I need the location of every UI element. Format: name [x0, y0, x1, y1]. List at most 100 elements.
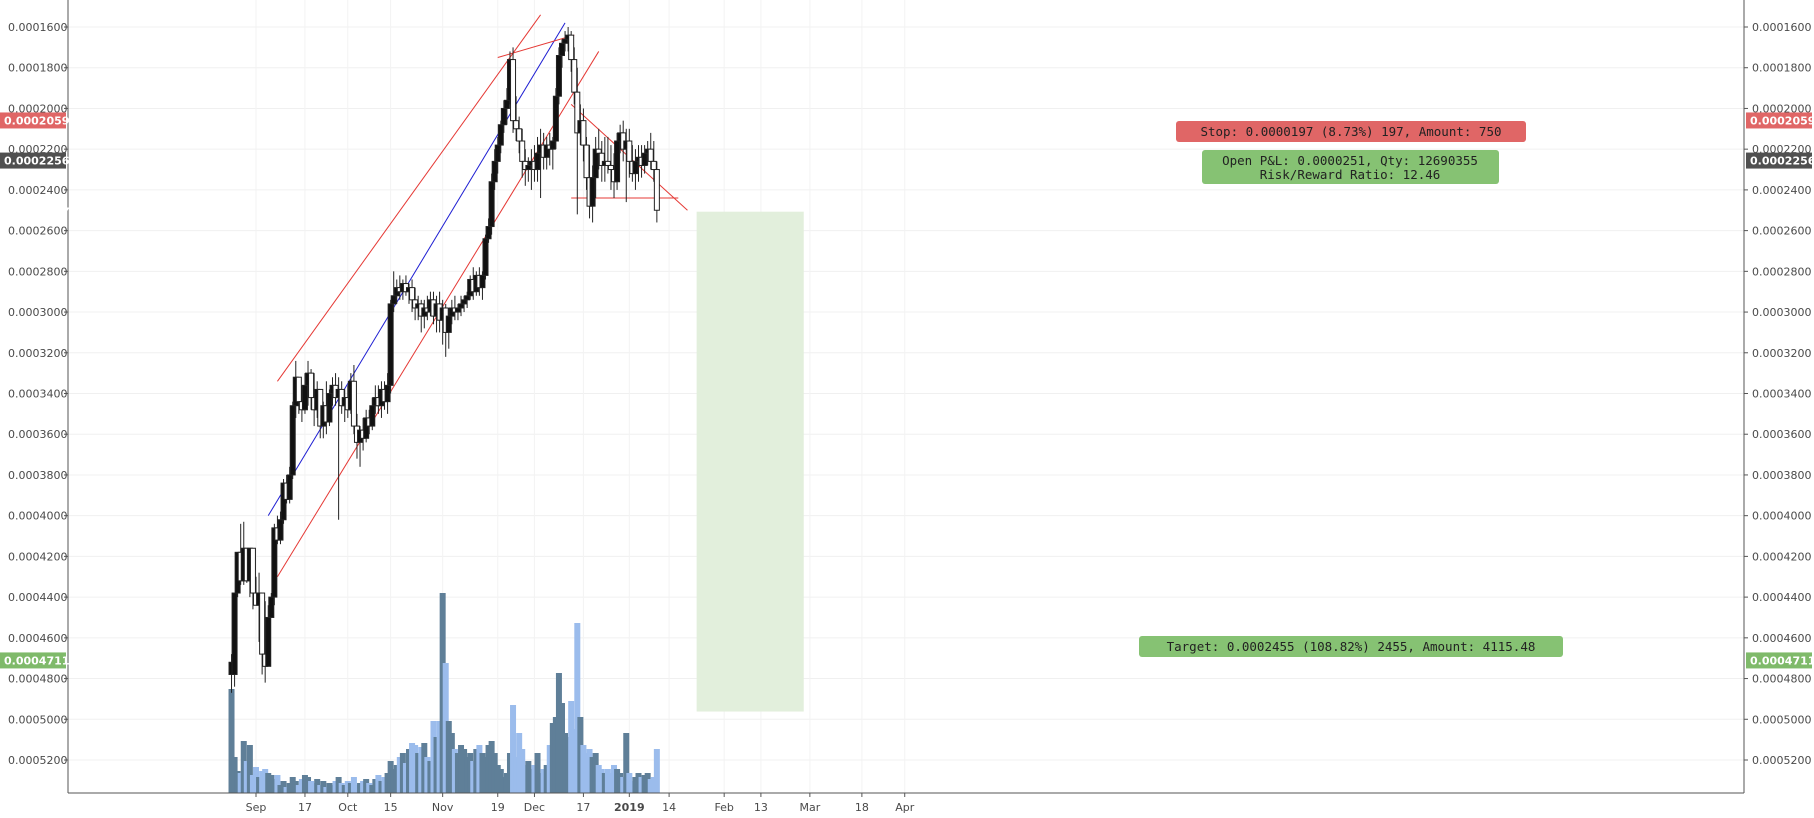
volume-bar [271, 779, 278, 793]
candle[interactable] [497, 120, 504, 154]
candle[interactable] [552, 88, 559, 150]
candle[interactable] [445, 307, 452, 349]
candle[interactable] [503, 88, 510, 125]
candle[interactable] [249, 547, 256, 610]
candle[interactable] [268, 593, 275, 618]
candle-body [482, 238, 489, 276]
candle[interactable] [494, 136, 501, 174]
y-axis-right[interactable]: 0.00016000.00018000.00020000.00022000.00… [1744, 21, 1812, 767]
candles [228, 27, 660, 693]
candle-body [387, 303, 394, 386]
candle[interactable] [653, 161, 660, 223]
trend-line[interactable] [277, 14, 541, 382]
candle-body [479, 274, 486, 289]
candle[interactable] [543, 136, 550, 170]
candle[interactable] [626, 128, 633, 178]
candle[interactable] [384, 373, 391, 414]
candle[interactable] [647, 132, 654, 170]
candle[interactable] [614, 132, 621, 190]
candle[interactable] [632, 149, 639, 190]
candle[interactable] [464, 291, 471, 308]
candle[interactable] [479, 271, 486, 300]
candle[interactable] [231, 592, 238, 687]
pnl-box[interactable]: Open P&L: 0.0000251, Qty: 12690355 Risk/… [1202, 150, 1499, 184]
stop-box[interactable]: Stop: 0.0000197 (8.73%) 197, Amount: 750 [1176, 121, 1526, 142]
candle[interactable] [641, 145, 648, 174]
candle[interactable] [454, 303, 461, 321]
candle[interactable] [571, 47, 578, 105]
candle[interactable] [461, 295, 468, 313]
candle[interactable] [525, 157, 532, 182]
candle[interactable] [491, 149, 498, 190]
volume-bar [399, 753, 406, 793]
candle[interactable] [488, 173, 495, 235]
candle[interactable] [482, 234, 489, 280]
candle[interactable] [534, 136, 541, 182]
candle[interactable] [568, 31, 575, 72]
candle-body [280, 482, 287, 521]
candle[interactable] [265, 605, 272, 667]
candle[interactable] [500, 100, 507, 133]
candle[interactable] [604, 136, 611, 174]
candle[interactable] [409, 279, 416, 313]
candle[interactable] [650, 141, 657, 182]
volume-bar [259, 771, 266, 793]
volume-bar [305, 777, 312, 793]
candle-body [519, 140, 526, 162]
volume-bar [433, 737, 440, 793]
candle[interactable] [562, 31, 569, 52]
candle[interactable] [574, 67, 581, 215]
candle[interactable] [607, 145, 614, 190]
target-box[interactable]: Target: 0.0002455 (108.82%) 2455, Amount… [1139, 636, 1563, 657]
candle[interactable] [598, 141, 605, 182]
candle[interactable] [390, 271, 397, 313]
price-tag: 0.0002256 [1746, 152, 1814, 169]
x-axis[interactable]: Sep 17 Oct 15 Nov 19 Dec 17 2019 14 Feb 13 Mar 18 Apr [246, 793, 915, 814]
x-tick-label: Mar [799, 801, 820, 814]
candle[interactable] [595, 128, 602, 170]
candle[interactable] [369, 397, 376, 431]
candle[interactable] [549, 136, 556, 170]
candle[interactable] [516, 116, 523, 154]
candle[interactable] [402, 275, 409, 296]
volume-bar [555, 673, 562, 793]
candle[interactable] [259, 592, 266, 675]
candle[interactable] [580, 108, 587, 162]
candle[interactable] [510, 47, 517, 133]
volume-bar [289, 777, 296, 793]
volume-bar [424, 757, 431, 793]
volume-bar [641, 775, 648, 793]
candle[interactable] [363, 409, 370, 443]
volume-bar [298, 779, 305, 793]
candle[interactable] [387, 299, 394, 394]
candle[interactable] [555, 47, 562, 105]
candle-body [525, 164, 532, 171]
candle[interactable] [583, 136, 590, 190]
candle[interactable] [592, 136, 599, 199]
candle[interactable] [286, 466, 293, 504]
candle[interactable] [513, 96, 520, 142]
trend-line[interactable] [267, 22, 566, 516]
trend-line[interactable] [497, 34, 575, 59]
volume-bar [595, 765, 602, 793]
candle[interactable] [271, 523, 278, 606]
candle[interactable] [589, 165, 596, 223]
candle[interactable] [485, 218, 492, 243]
candle[interactable] [301, 373, 308, 414]
candle[interactable] [280, 479, 287, 524]
candle[interactable] [458, 295, 465, 317]
candle[interactable] [350, 364, 357, 435]
candle[interactable] [326, 389, 333, 427]
candle[interactable] [277, 511, 284, 545]
y-tick-label: 0.0003600 [8, 428, 68, 441]
candle[interactable] [289, 401, 296, 480]
volume-bar [436, 721, 443, 793]
y-axis-left[interactable]: 0.00016000.00018000.00020000.00022000.00… [8, 21, 68, 767]
candle[interactable] [519, 128, 526, 178]
candle[interactable] [295, 376, 302, 414]
candle[interactable] [559, 39, 565, 68]
y-tick-label: 0.0005200 [1752, 754, 1812, 767]
candle[interactable] [308, 369, 315, 410]
candle-body [265, 616, 272, 667]
y-tick-label: 0.0003600 [1752, 428, 1812, 441]
